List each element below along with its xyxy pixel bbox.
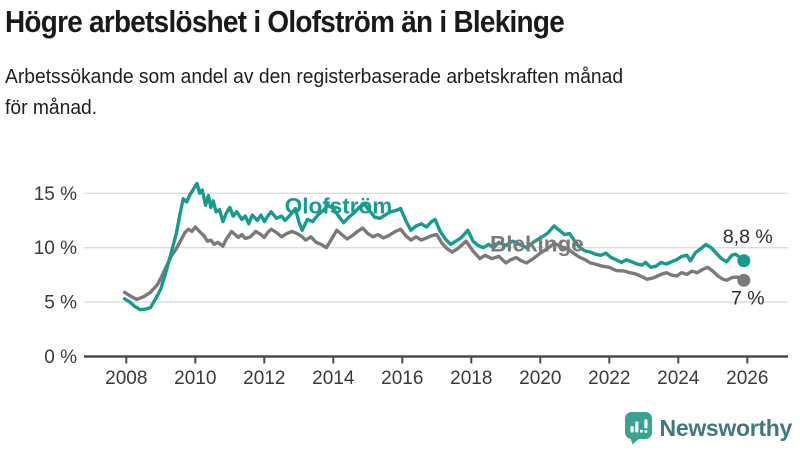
end-value-label-olofström: 8,8 % — [723, 226, 773, 248]
y-tick-label: 15 % — [34, 184, 77, 205]
end-value-label-blekinge: 7 % — [731, 287, 765, 309]
x-tick-label: 2012 — [243, 368, 285, 389]
series-label-olofström: Olofström — [285, 193, 393, 218]
series-end-dot-blekinge — [737, 273, 751, 287]
x-tick-label: 2016 — [381, 368, 423, 389]
subtitle-line-2: för månad. — [5, 95, 98, 119]
y-tick-label: 0 % — [44, 347, 77, 368]
series-line-blekinge — [122, 225, 746, 302]
x-tick-label: 2008 — [105, 368, 147, 389]
x-tick-label: 2026 — [726, 368, 768, 389]
y-tick-label: 10 % — [34, 238, 77, 259]
newsworthy-logo: Newsworthy — [624, 411, 792, 445]
x-tick-label: 2020 — [519, 368, 561, 389]
x-tick-label: 2010 — [174, 368, 216, 389]
series-line-olofström — [122, 181, 746, 312]
newsworthy-wordmark: Newsworthy — [659, 414, 793, 441]
series-label-blekinge: Blekinge — [490, 231, 584, 256]
x-tick-label: 2022 — [588, 368, 630, 389]
y-tick-label: 5 % — [44, 293, 77, 314]
newsworthy-logo-icon — [624, 412, 652, 445]
subtitle-line-1: Arbetssökande som andel av den registerb… — [5, 65, 624, 88]
chart-subtitle: Arbetssökande som andel av den registerb… — [5, 62, 623, 124]
x-tick-label: 2024 — [657, 368, 700, 389]
page-title: Högre arbetslöshet i Olofström än i Blek… — [5, 4, 565, 39]
series-end-dot-olofström — [737, 254, 751, 268]
x-tick-label: 2018 — [450, 368, 492, 389]
x-tick-label: 2014 — [312, 368, 355, 389]
